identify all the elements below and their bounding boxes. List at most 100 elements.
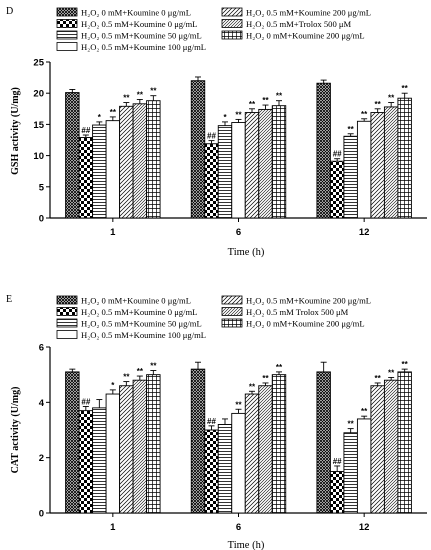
cat-bar — [190, 368, 206, 514]
cat-significance-label: ## — [333, 457, 342, 466]
cat-bar — [92, 407, 107, 514]
gsh-legend-swatch-1 — [56, 7, 78, 17]
cat-legend-swatch-6 — [221, 307, 243, 316]
cat-significance-label: ** — [388, 368, 395, 377]
cat-bar — [316, 371, 331, 514]
gsh-significance-label: * — [98, 113, 102, 122]
cat-legend-label-2: H₂O₂ 0.5 mM+Koumine 0 μg/mL — [81, 307, 197, 317]
cat-y-tick-label: 4 — [39, 398, 45, 409]
gsh-significance-label: ** — [388, 94, 395, 103]
gsh-bar — [316, 82, 331, 219]
cat-significance-label: ** — [123, 373, 130, 382]
cat-legend-label-6: H₂O₂ 0.5 mM Trolox 500 μM — [246, 307, 349, 317]
gsh-legend-swatch-4 — [56, 42, 78, 51]
gsh-significance-label: ** — [110, 108, 117, 117]
gsh-y-tick-label: 10 — [33, 151, 44, 162]
gsh-bar — [356, 120, 372, 219]
cat-bar — [383, 379, 399, 514]
gsh-bar — [271, 105, 287, 219]
gsh-legend-swatch-2 — [56, 19, 78, 28]
cat-bar — [244, 393, 260, 514]
gsh-bar — [92, 124, 107, 219]
cat-bar — [231, 412, 246, 514]
cat-significance-label: ** — [235, 400, 242, 409]
gsh-bar — [383, 106, 399, 219]
cat-bar — [78, 410, 94, 514]
cat-bar — [105, 393, 121, 514]
cat-significance-label: ** — [150, 362, 157, 371]
gsh-significance-label: ** — [123, 94, 130, 103]
cat-legend-swatch-4 — [56, 330, 78, 339]
gsh-bar — [132, 103, 148, 219]
gsh-significance-label: ** — [235, 110, 242, 119]
gsh-significance-label: ## — [207, 132, 216, 141]
gsh-significance-label: ** — [375, 100, 382, 109]
cat-significance-label: ** — [276, 363, 283, 372]
gsh-legend-label-3: H₂O₂ 0.5 mM+Koumine 50 μg/mL — [81, 31, 202, 41]
cat-bar — [397, 371, 412, 514]
gsh-y-tick-label: 25 — [33, 58, 44, 69]
gsh-bar — [343, 135, 358, 219]
gsh-legend-swatch-7 — [221, 30, 243, 40]
cat-legend-swatch-2 — [56, 307, 78, 316]
cat-significance-label: ** — [361, 407, 368, 416]
cat-bar — [217, 424, 233, 514]
gsh-bar — [119, 105, 134, 219]
gsh-significance-label: * — [223, 113, 227, 122]
cat-y-tick-label: 6 — [39, 343, 44, 354]
gsh-legend-label-2: H₂O₂ 0.5 mM+Koumine 0 μg/mL — [81, 19, 197, 29]
cat-bar — [258, 385, 273, 514]
panel-letter-d: D — [6, 6, 13, 17]
cat-significance-label: * — [111, 381, 115, 390]
gsh-bar — [258, 108, 273, 219]
gsh-bar — [190, 80, 206, 219]
gsh-y-tick-label: 0 — [39, 214, 44, 225]
gsh-x-tick-label: 6 — [236, 227, 241, 238]
gsh-legend-swatch-3 — [56, 30, 78, 40]
cat-bar — [132, 379, 148, 514]
cat-bar — [329, 471, 345, 514]
gsh-bar — [78, 137, 94, 219]
gsh-legend-swatch-5 — [221, 7, 243, 17]
gsh-significance-label: ** — [276, 92, 283, 101]
gsh-bar — [244, 112, 260, 219]
cat-significance-label: ** — [262, 374, 269, 383]
gsh-significance-label: ## — [333, 150, 342, 159]
gsh-x-axis-title: Time (h) — [228, 247, 265, 258]
gsh-significance-label: ** — [262, 96, 269, 105]
cat-significance-label: ## — [207, 417, 216, 426]
gsh-bar — [204, 143, 219, 219]
cat-significance-label: ** — [137, 367, 144, 376]
cat-bar — [343, 432, 358, 514]
cat-legend-swatch-7 — [221, 318, 243, 328]
cat-x-axis-title: Time (h) — [228, 540, 265, 550]
cat-legend-label-1: H₂O₂ 0 mM+Koumine 0 μg/mL — [81, 296, 191, 306]
gsh-y-tick-label: 5 — [39, 182, 45, 193]
gsh-y-tick-label: 20 — [33, 89, 44, 100]
cat-legend-swatch-5 — [221, 295, 243, 305]
gsh-bar — [231, 122, 246, 219]
cat-bar — [271, 374, 287, 514]
gsh-legend-swatch-6 — [221, 19, 243, 28]
cat-legend-label-5: H₂O₂ 0.5 mM+Koumine 200 μg/mL — [246, 296, 371, 306]
gsh-significance-label: ** — [137, 90, 144, 99]
cat-bar — [119, 385, 134, 514]
gsh-bar — [370, 112, 385, 219]
cat-bar — [65, 371, 80, 514]
cat-bar — [146, 374, 161, 514]
gsh-legend-label-4: H₂O₂ 0.5 mM+Koumine 100 μg/mL — [81, 42, 206, 52]
cat-x-tick-label: 6 — [236, 522, 241, 533]
gsh-bar — [105, 120, 121, 219]
gsh-bar — [146, 100, 161, 219]
gsh-bar — [397, 97, 412, 219]
cat-legend-swatch-3 — [56, 318, 78, 328]
gsh-legend-label-6: H₂O₂ 0.5 mM+Trolox 500 μM — [246, 19, 351, 29]
panel-letter-e: E — [6, 294, 12, 305]
